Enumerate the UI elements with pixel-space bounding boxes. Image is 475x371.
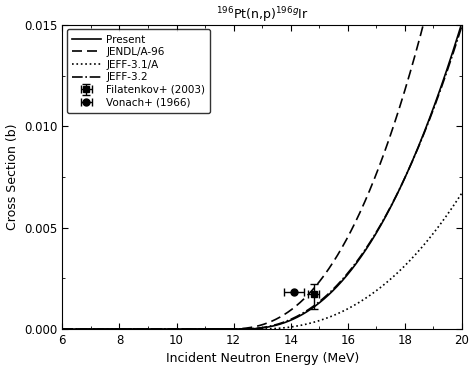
JEFF-3.2: [221, 327, 227, 331]
JEFF-3.1/A: [371, 290, 377, 295]
Present: [221, 327, 227, 331]
JENDL/A-96: [221, 327, 227, 331]
X-axis label: Incident Neutron Energy (MeV): Incident Neutron Energy (MeV): [166, 352, 359, 365]
JEFF-3.2: [334, 283, 340, 288]
JEFF-3.2: [459, 23, 465, 28]
JEFF-3.2: [236, 327, 241, 331]
Present: [371, 234, 377, 239]
JENDL/A-96: [59, 327, 65, 331]
Present: [100, 327, 106, 331]
JEFF-3.2: [379, 221, 384, 226]
JEFF-3.1/A: [379, 285, 384, 289]
Y-axis label: Cross Section (b): Cross Section (b): [6, 124, 19, 230]
JEFF-3.2: [59, 327, 65, 331]
Line: JENDL/A-96: JENDL/A-96: [62, 0, 462, 329]
Present: [59, 327, 65, 331]
Present: [334, 285, 340, 289]
JEFF-3.1/A: [334, 312, 340, 316]
JENDL/A-96: [236, 326, 241, 331]
Present: [459, 20, 465, 24]
JENDL/A-96: [334, 254, 340, 259]
Line: JEFF-3.1/A: JEFF-3.1/A: [62, 193, 462, 329]
JEFF-3.2: [100, 327, 106, 331]
Line: JEFF-3.2: JEFF-3.2: [62, 26, 462, 329]
JEFF-3.1/A: [459, 191, 465, 195]
JEFF-3.2: [371, 234, 377, 238]
Present: [379, 222, 384, 227]
JEFF-3.1/A: [100, 327, 106, 331]
JEFF-3.1/A: [236, 327, 241, 331]
JEFF-3.1/A: [221, 327, 227, 331]
Title: $^{196}$Pt(n,p)$^{196g}$Ir: $^{196}$Pt(n,p)$^{196g}$Ir: [216, 6, 309, 25]
Present: [236, 327, 241, 331]
Legend: Present, JENDL/A-96, JEFF-3.1/A, JEFF-3.2, Filatenkov+ (2003), Vonach+ (1966): Present, JENDL/A-96, JEFF-3.1/A, JEFF-3.…: [66, 29, 210, 113]
JEFF-3.1/A: [59, 327, 65, 331]
JENDL/A-96: [379, 159, 384, 163]
JENDL/A-96: [371, 177, 377, 182]
Line: Present: Present: [62, 22, 462, 329]
JENDL/A-96: [100, 327, 106, 331]
